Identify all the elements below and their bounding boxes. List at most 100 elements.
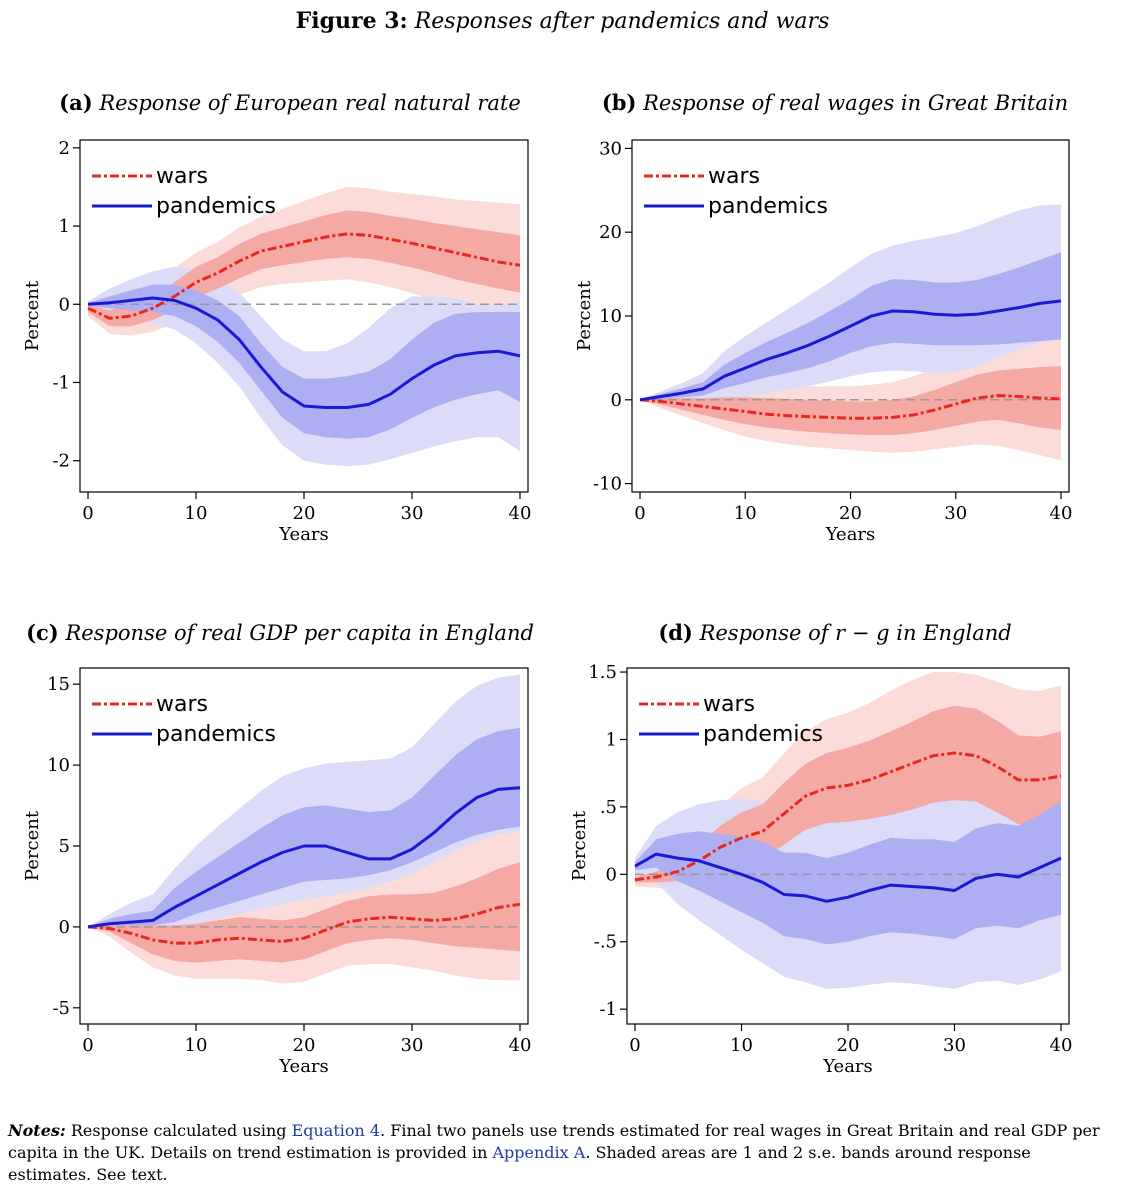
y-tick-label-d: 1.5 xyxy=(588,662,617,683)
panel-c-plot xyxy=(87,674,521,984)
notes-label: Notes: xyxy=(8,1121,66,1140)
figure-notes: Notes: Response calculated using Equatio… xyxy=(8,1120,1103,1186)
legend-wars-label-d: wars xyxy=(703,692,755,717)
wars-line-d xyxy=(634,751,1062,882)
y-axis-label-d: Percent xyxy=(569,810,590,881)
y-tick-label-a: -2 xyxy=(52,451,70,472)
legend-wars-label-b: wars xyxy=(708,164,760,189)
x-tick-label-d: 0 xyxy=(629,1035,640,1056)
x-axis-label-b: Years xyxy=(825,524,876,545)
y-tick-label-b: -10 xyxy=(593,474,622,495)
panel-c-label: (c) xyxy=(26,620,59,645)
y-tick-label-a: -1 xyxy=(52,372,70,393)
y-tick-label-d: -.5 xyxy=(594,932,617,953)
y-tick-label-c: 5 xyxy=(59,836,70,857)
panel-d xyxy=(620,667,1070,1031)
x-tick-label-c: 30 xyxy=(401,1035,424,1056)
y-tick-label-d: .5 xyxy=(600,797,617,818)
panel-d-plot xyxy=(634,672,1062,989)
panel-d-label: (d) xyxy=(658,620,693,645)
x-tick-label-c: 40 xyxy=(509,1035,532,1056)
legend-wars-label-c: wars xyxy=(156,692,208,717)
appendix-link[interactable]: Appendix A xyxy=(492,1143,586,1162)
y-tick-label-d: -1 xyxy=(599,999,617,1020)
x-tick-label-b: 30 xyxy=(944,503,967,524)
panel-b-plot xyxy=(639,204,1062,461)
y-tick-label-c: 15 xyxy=(47,674,70,695)
legend-wars-label-a: wars xyxy=(156,164,208,189)
legend-pandemics-label-b: pandemics xyxy=(708,194,828,219)
y-tick-label-d: 1 xyxy=(606,729,617,750)
panel-a xyxy=(73,139,529,499)
x-tick-label-b: 40 xyxy=(1050,503,1073,524)
x-tick-label-d: 20 xyxy=(837,1035,860,1056)
x-tick-label-b: 20 xyxy=(839,503,862,524)
y-tick-label-c: 10 xyxy=(47,755,70,776)
panel-a-label: (a) xyxy=(59,90,93,115)
notes-text-2: . Final two panels use trends estimated … xyxy=(8,1121,1100,1162)
x-tick-label-a: 10 xyxy=(185,503,208,524)
panel-d-title: (d) Response of r − g in England xyxy=(560,620,1110,645)
y-tick-label-c: 0 xyxy=(59,917,70,938)
x-tick-label-d: 10 xyxy=(730,1035,753,1056)
panel-a-plot xyxy=(87,186,521,467)
panel-b-title: (b) Response of real wages in Great Brit… xyxy=(560,90,1110,115)
x-tick-label-b: 0 xyxy=(634,503,645,524)
y-tick-label-a: 1 xyxy=(59,216,70,237)
y-axis-label-b: Percent xyxy=(574,280,595,351)
panel-c-title: (c) Response of real GDP per capita in E… xyxy=(20,620,540,645)
x-tick-label-d: 40 xyxy=(1050,1035,1073,1056)
y-tick-label-b: 0 xyxy=(611,390,622,411)
x-tick-label-c: 10 xyxy=(185,1035,208,1056)
notes-text-1: Response calculated using xyxy=(65,1121,292,1140)
pandemics-inner-band-c xyxy=(88,727,520,927)
x-axis-label-c: Years xyxy=(278,1056,329,1077)
x-tick-label-a: 40 xyxy=(509,503,532,524)
x-tick-label-b: 10 xyxy=(734,503,757,524)
panel-c-title-text: Response of real GDP per capita in Engla… xyxy=(65,621,534,645)
wars-line-b xyxy=(639,394,1062,420)
x-tick-label-d: 30 xyxy=(943,1035,966,1056)
panel-b-label: (b) xyxy=(601,90,637,115)
legend-pandemics-label-a: pandemics xyxy=(156,194,276,219)
x-tick-label-a: 20 xyxy=(293,503,316,524)
y-axis-label-a: Percent xyxy=(22,280,43,351)
pandemics-line-b xyxy=(639,299,1062,402)
pandemics-inner-band-a xyxy=(88,284,520,439)
wars-inner-band-c xyxy=(88,862,520,963)
legend-pandemics-label-d: pandemics xyxy=(703,722,823,747)
pandemics-line-c xyxy=(87,786,521,929)
y-axis-label-c: Percent xyxy=(22,810,43,881)
x-axis-label-a: Years xyxy=(278,524,329,545)
x-axis-label-d: Years xyxy=(822,1056,873,1077)
pandemics-line-d xyxy=(634,852,1062,903)
y-tick-label-b: 20 xyxy=(599,222,622,243)
pandemics-line-a xyxy=(87,296,521,409)
y-tick-label-b: 30 xyxy=(599,138,622,159)
legend-pandemics-label-c: pandemics xyxy=(156,722,276,747)
wars-inner-band-b xyxy=(640,366,1061,435)
y-tick-label-b: 10 xyxy=(599,306,622,327)
y-tick-label-a: 2 xyxy=(59,138,70,159)
x-tick-label-c: 0 xyxy=(82,1035,93,1056)
y-tick-label-a: 0 xyxy=(59,294,70,315)
panel-b xyxy=(625,139,1070,499)
figure-label: Figure 3: xyxy=(295,8,408,34)
wars-line-a xyxy=(87,232,521,320)
pandemics-outer-band-c xyxy=(88,674,520,929)
panel-a-title: (a) Response of European real natural ra… xyxy=(35,90,545,115)
equation-link[interactable]: Equation 4 xyxy=(291,1121,381,1140)
figure-title: Figure 3: Responses after pandemics and … xyxy=(0,8,1125,34)
figure-title-text: Responses after pandemics and wars xyxy=(414,9,830,34)
panel-c xyxy=(73,667,529,1031)
panel-d-title-text: Response of r − g in England xyxy=(699,621,1012,645)
charts-canvas: 0 10 20 30 40-2-1012YearsPercentwarspandemic… xyxy=(22,138,1073,1077)
x-tick-label-a: 30 xyxy=(401,503,424,524)
panel-a-title-text: Response of European real natural rate xyxy=(99,91,521,115)
notes-text-3: . Shaded areas are 1 and 2 s.e. bands ar… xyxy=(8,1143,1031,1184)
x-tick-label-a: 0 xyxy=(82,503,93,524)
y-tick-label-d: 0 xyxy=(606,864,617,885)
panel-b-title-text: Response of real wages in Great Britain xyxy=(643,91,1069,115)
x-tick-label-c: 20 xyxy=(293,1035,316,1056)
wars-line-c xyxy=(87,902,521,945)
